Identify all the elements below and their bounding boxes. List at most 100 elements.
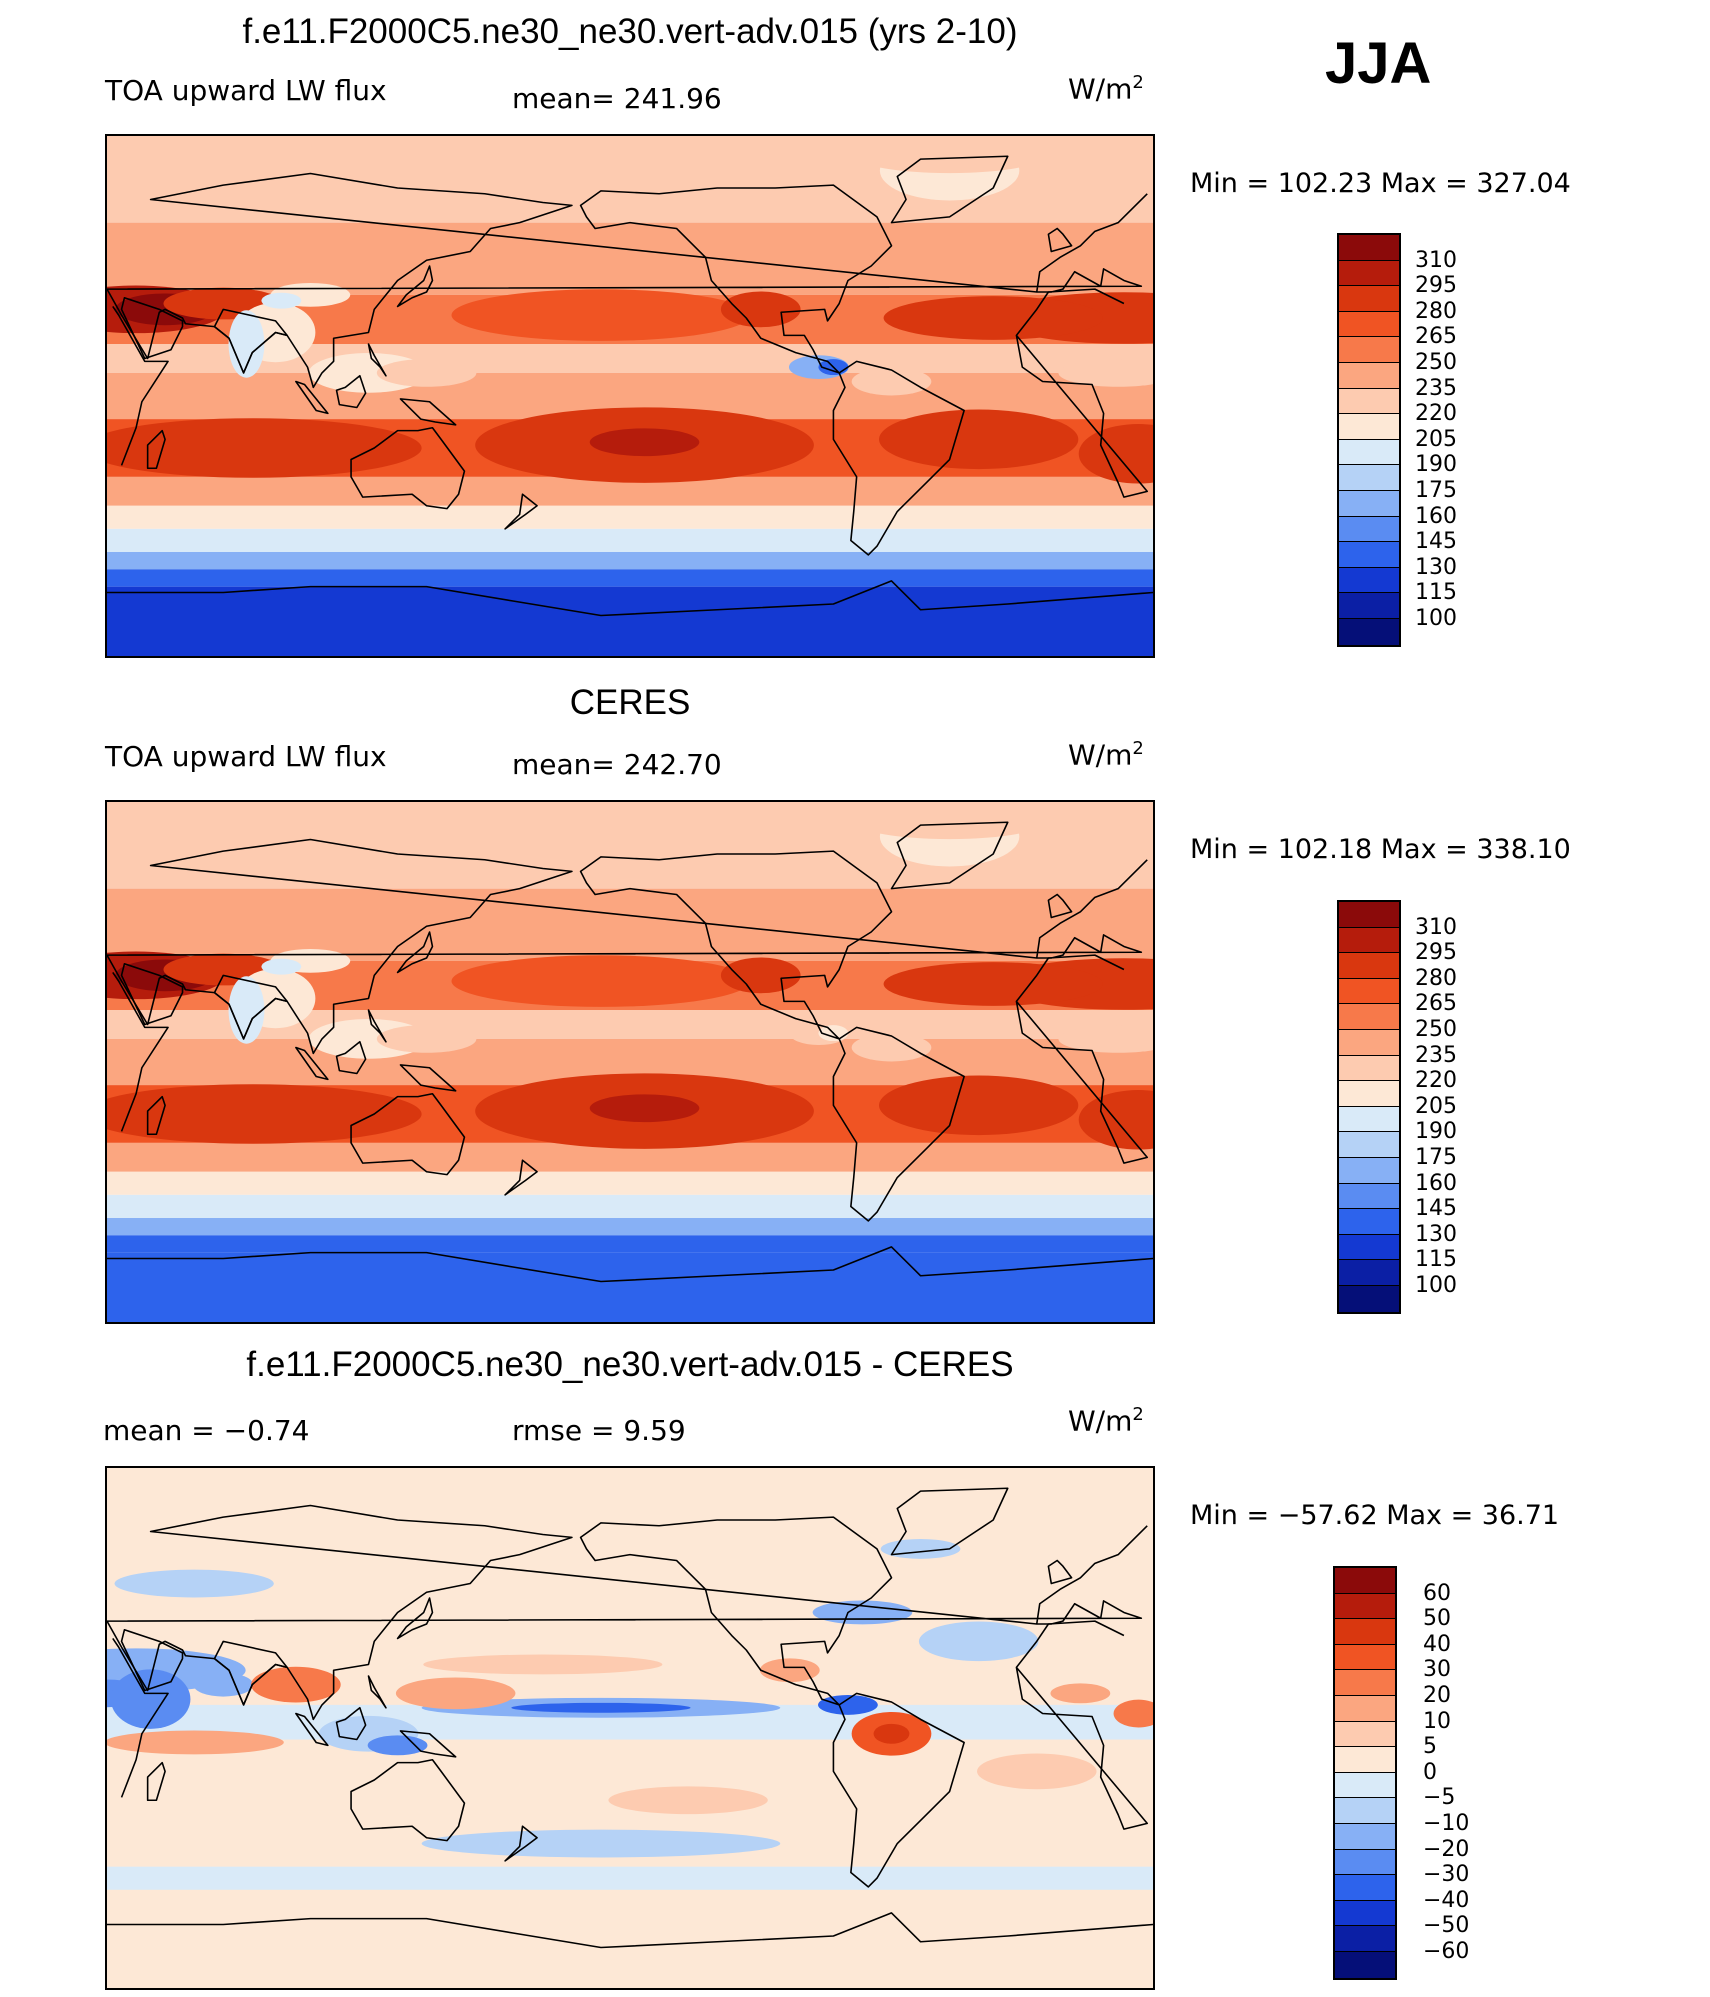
season-label: JJA xyxy=(1325,31,1432,96)
colorbar-tick-label: 160 xyxy=(1415,1170,1457,1196)
panel-2-title: CERES xyxy=(569,683,691,722)
colorbar-tick-label: 175 xyxy=(1415,1145,1457,1170)
colorbar-swatch xyxy=(1339,362,1399,389)
colorbar-tick-label: 20 xyxy=(1423,1683,1451,1708)
colorbar-swatch xyxy=(1335,1593,1395,1620)
colorbar-tick-label: 250 xyxy=(1415,350,1457,375)
colorbar-swatch xyxy=(1335,1823,1395,1850)
coastlines xyxy=(107,1487,1153,1949)
colorbar-swatch xyxy=(1339,978,1399,1005)
colorbar-tick-label: 175 xyxy=(1415,478,1457,503)
colorbar-swatch xyxy=(1335,1900,1395,1927)
colorbar-swatch xyxy=(1339,567,1399,594)
colorbar-tick-label: 190 xyxy=(1415,1119,1457,1145)
panel-1-variable-label: TOA upward LW flux xyxy=(105,74,387,107)
panel-2-unit-label: W/m2 xyxy=(1068,738,1144,772)
colorbar-tick-label: 220 xyxy=(1415,1068,1457,1094)
colorbar-swatch xyxy=(1339,1081,1399,1107)
panel-2-colorbar xyxy=(1337,900,1401,1314)
colorbar-swatch xyxy=(1339,593,1399,619)
colorbar-swatch xyxy=(1335,1721,1395,1748)
colorbar-swatch xyxy=(1335,1849,1395,1876)
panel-1-colorbar xyxy=(1337,233,1401,647)
colorbar-tick-label: 100 xyxy=(1415,1273,1457,1298)
colorbar-swatch xyxy=(1339,1106,1399,1133)
colorbar-swatch xyxy=(1339,927,1399,954)
colorbar-tick-label: 265 xyxy=(1415,324,1457,350)
panel-3-title: f.e11.F2000C5.ne30_ne30.vert-adv.015 - C… xyxy=(246,1345,1014,1384)
colorbar-tick-label: −60 xyxy=(1423,1939,1470,1964)
panel-2-map xyxy=(105,800,1155,1324)
colorbar-swatch xyxy=(1335,1951,1395,1978)
colorbar-swatch xyxy=(1335,1772,1395,1799)
colorbar-tick-label: 160 xyxy=(1415,503,1457,529)
colorbar-swatch xyxy=(1339,439,1399,466)
coastlines xyxy=(107,821,1153,1283)
colorbar-tick-label: 130 xyxy=(1415,554,1457,580)
colorbar-tick-label: 265 xyxy=(1415,991,1457,1017)
colorbar-swatch xyxy=(1339,1209,1399,1235)
colorbar-tick-label: −10 xyxy=(1423,1811,1470,1836)
colorbar-tick-label: 310 xyxy=(1415,914,1457,940)
colorbar-swatch xyxy=(1335,1670,1395,1696)
panel-1-title: f.e11.F2000C5.ne30_ne30.vert-adv.015 (yr… xyxy=(242,12,1018,51)
colorbar-swatch xyxy=(1339,953,1399,979)
contour-field xyxy=(107,136,1153,656)
colorbar-tick-label: −20 xyxy=(1423,1836,1470,1862)
colorbar-swatch xyxy=(1339,1157,1399,1184)
colorbar-swatch xyxy=(1339,1132,1399,1158)
colorbar-swatch xyxy=(1339,1285,1399,1312)
colorbar-swatch xyxy=(1339,388,1399,415)
colorbar-tick-label: 205 xyxy=(1415,1093,1457,1119)
colorbar-tick-label: 60 xyxy=(1423,1580,1451,1606)
panel-3-rmse-label: rmse = 9.59 xyxy=(512,1414,686,1447)
colorbar-tick-label: 30 xyxy=(1423,1657,1451,1683)
colorbar-swatch xyxy=(1339,414,1399,440)
colorbar-tick-label: 50 xyxy=(1423,1606,1451,1632)
colorbar-swatch xyxy=(1339,1260,1399,1286)
panel-1-unit-label: W/m2 xyxy=(1068,72,1144,106)
coastlines xyxy=(107,155,1153,617)
colorbar-tick-label: 295 xyxy=(1415,273,1457,299)
colorbar-swatch xyxy=(1335,1644,1395,1671)
panel-3-unit-label: W/m2 xyxy=(1068,1404,1144,1438)
colorbar-tick-label: 0 xyxy=(1423,1759,1437,1785)
colorbar-tick-label: 100 xyxy=(1415,606,1457,631)
contour-field xyxy=(107,802,1153,1322)
colorbar-swatch xyxy=(1335,1695,1395,1722)
panel-2-variable-label: TOA upward LW flux xyxy=(105,740,387,773)
colorbar-tick-label: 235 xyxy=(1415,375,1457,401)
colorbar-swatch xyxy=(1339,490,1399,517)
colorbar-swatch xyxy=(1339,235,1399,261)
colorbar-swatch xyxy=(1339,1029,1399,1056)
colorbar-tick-label: 40 xyxy=(1423,1631,1451,1657)
colorbar-tick-label: 280 xyxy=(1415,298,1457,324)
colorbar-tick-label: 220 xyxy=(1415,401,1457,427)
colorbar-swatch xyxy=(1339,311,1399,338)
panel-1-minmax: Min = 102.23 Max = 327.04 xyxy=(1190,168,1571,199)
colorbar-tick-label: 250 xyxy=(1415,1017,1457,1042)
colorbar-swatch xyxy=(1339,542,1399,568)
colorbar-swatch xyxy=(1339,902,1399,928)
colorbar-tick-label: 190 xyxy=(1415,452,1457,478)
panel-3-map xyxy=(105,1466,1155,1990)
colorbar-swatch xyxy=(1335,1568,1395,1594)
colorbar-tick-label: −5 xyxy=(1423,1785,1456,1811)
colorbar-swatch xyxy=(1335,1747,1395,1773)
colorbar-tick-label: 115 xyxy=(1415,580,1457,606)
colorbar-swatch xyxy=(1339,1234,1399,1261)
colorbar-tick-label: 10 xyxy=(1423,1708,1451,1734)
colorbar-swatch xyxy=(1339,1183,1399,1210)
panel-3-colorbar xyxy=(1333,1566,1397,1980)
colorbar-tick-label: 295 xyxy=(1415,940,1457,966)
panel-3-minmax: Min = −57.62 Max = 36.71 xyxy=(1190,1500,1560,1531)
panel-3-mean-label: mean = −0.74 xyxy=(103,1414,310,1447)
contour-field xyxy=(107,1468,1153,1988)
colorbar-swatch xyxy=(1339,516,1399,543)
colorbar-tick-label: −40 xyxy=(1423,1887,1470,1913)
colorbar-swatch xyxy=(1335,1619,1395,1645)
colorbar-tick-label: 145 xyxy=(1415,1196,1457,1222)
panel-2-mean-label: mean= 242.70 xyxy=(512,748,722,781)
colorbar-swatch xyxy=(1335,1798,1395,1824)
colorbar-swatch xyxy=(1339,337,1399,363)
